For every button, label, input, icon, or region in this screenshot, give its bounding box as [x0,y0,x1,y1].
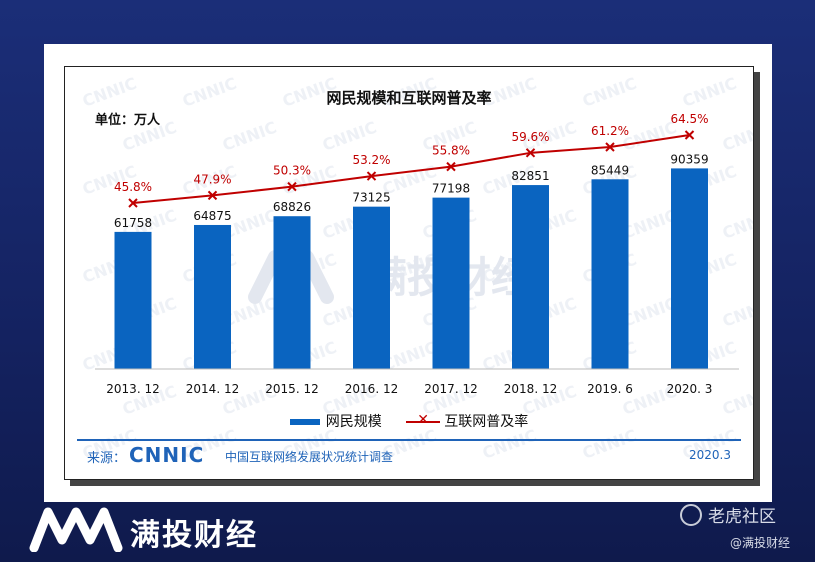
chart-footer: 来源： CNNIC 中国互联网络发展状况统计调查 2020.3 [77,439,741,471]
line-marker [287,181,297,192]
line-value-label: 50.3% [273,164,311,178]
line-value-label: 45.8% [114,180,152,194]
unit-label: 单位：万人 [95,113,161,128]
line-value-label: 55.8% [432,144,470,158]
watermark-text: CNNIC [620,294,679,331]
category-label: 2020. 3 [667,382,713,396]
chart-frame: CNNIC CNNIC CNNIC CNNIC CNNIC CNNIC CNNIC CNNIC… [64,66,754,480]
line-value-label: 59.6% [511,130,549,144]
line-value-label: 64.5% [670,112,708,126]
bar-4 [432,197,470,369]
line-value-label: 47.9% [193,172,231,186]
bar-value-label: 85449 [591,163,629,177]
bar-value-label: 82851 [511,169,549,183]
manting-logo-icon [29,507,123,552]
line-marker [446,161,456,172]
bar-6 [591,179,629,369]
category-label: 2018. 12 [504,382,557,396]
legend-bar-swatch [289,419,320,425]
bar-value-label: 90359 [670,152,708,166]
line-marker [128,198,138,208]
category-label: 2013. 12 [106,382,159,396]
legend-line-swatch: ✕ [406,412,441,428]
legend: 网民规模 ✕ 互联网普及率 [65,411,753,431]
category-label: 2019. 6 [587,382,633,396]
bar-7 [671,168,708,369]
line-marker [605,142,615,152]
bar-5 [512,185,549,369]
watermark-text: CNNIC [620,206,679,243]
line-marker [684,130,695,140]
bar-value-label: 68826 [273,200,311,214]
category-label: 2014. 12 [186,382,239,396]
source-label: 来源： [87,451,127,466]
watermark-text: CNNIC [320,118,379,155]
bar-2 [273,216,311,369]
watermark-text: CNNIC [220,118,279,155]
line-value-label: 61.2% [591,124,629,138]
legend-bar-label: 网民规模 [325,414,382,430]
legend-item-line: ✕ 互联网普及率 [406,411,528,431]
watermark-text: CNNIC [720,206,753,243]
bar-value-label: 73125 [352,191,390,205]
tiger-community-icon [680,503,702,526]
author-handle: @满投财经 [730,536,791,550]
category-label: 2016. 12 [345,382,398,396]
line-marker [366,171,377,181]
platform-name: 老虎社区 [708,507,776,527]
bar-value-label: 61758 [114,216,152,230]
line-series [132,134,690,204]
chart-title: 网民规模和互联网普及率 [326,89,492,107]
source-text: 中国互联网络发展状况统计调查 [225,450,394,464]
brand-name: 满投财经 [130,518,258,553]
category-label: 2015. 12 [265,382,318,396]
watermark-text: CNNIC [720,294,753,331]
line-marker [207,190,218,201]
bar-3 [353,206,390,369]
category-label: 2017. 12 [424,382,477,396]
bar-value-label: 64875 [193,209,231,223]
chart-canvas: CNNIC CNNIC CNNIC CNNIC CNNIC CNNIC CNNICCNNIC… [80,74,753,463]
tiger-badge: 老虎社区 [680,502,776,527]
legend-line-label: 互联网普及率 [444,414,529,430]
bar-value-label: 77198 [432,182,470,196]
line-value-label: 53.2% [352,153,390,167]
cnnic-logo: CNNIC [129,443,205,467]
source-date: 2020.3 [689,448,731,462]
line-marker [525,148,536,158]
bar-0 [114,231,152,369]
legend-item-bar: 网民规模 [289,411,382,431]
watermark-text: CNNIC [720,118,753,155]
bar-1 [194,224,231,369]
